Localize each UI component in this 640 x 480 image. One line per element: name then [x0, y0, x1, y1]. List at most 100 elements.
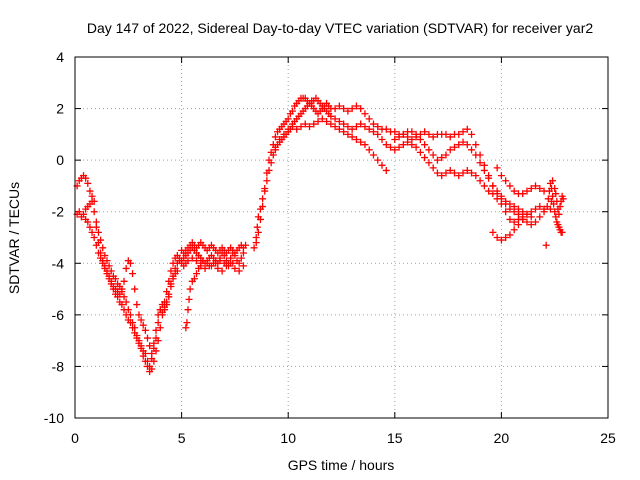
data-point [84, 218, 92, 226]
data-point [146, 362, 154, 370]
data-point [331, 105, 339, 113]
data-point [468, 169, 476, 177]
data-point [425, 130, 433, 138]
data-points [73, 94, 567, 376]
data-point [527, 208, 535, 216]
data-point [480, 166, 488, 174]
data-point [133, 334, 141, 342]
data-point [201, 264, 209, 272]
data-point [442, 151, 450, 159]
data-point [193, 257, 201, 265]
data-point [506, 215, 514, 223]
data-point [335, 102, 343, 110]
data-point [75, 208, 83, 216]
data-point [288, 123, 296, 131]
data-point [391, 136, 399, 144]
data-point [143, 357, 151, 365]
data-point [235, 259, 243, 267]
data-point [259, 195, 267, 203]
data-point [442, 130, 450, 138]
data-point [265, 166, 273, 174]
data-point [476, 159, 484, 167]
data-point [252, 239, 260, 247]
grid-lines [75, 57, 608, 418]
data-point [429, 151, 437, 159]
data-point [271, 143, 279, 151]
data-point [126, 319, 134, 327]
data-point [120, 277, 128, 285]
data-point [129, 324, 137, 332]
data-point [497, 172, 505, 180]
data-point [253, 223, 261, 231]
data-point [90, 208, 98, 216]
data-point [344, 123, 352, 131]
data-point [99, 259, 107, 267]
data-point [558, 228, 566, 236]
data-point [193, 270, 201, 278]
data-point [382, 141, 390, 149]
data-point [152, 326, 160, 334]
data-point [514, 221, 522, 229]
data-point [141, 350, 149, 358]
data-point [438, 172, 446, 180]
data-point [502, 234, 510, 241]
data-point [442, 169, 450, 177]
data-point [412, 143, 420, 151]
data-point [327, 112, 335, 120]
data-point [199, 257, 207, 265]
data-point [344, 107, 352, 115]
data-point [120, 293, 128, 301]
data-point [463, 141, 471, 149]
data-point [284, 125, 292, 133]
data-point [310, 120, 318, 128]
data-point [271, 133, 279, 141]
data-point [408, 136, 416, 144]
data-point [92, 223, 100, 231]
data-point [459, 128, 467, 136]
data-point [455, 130, 463, 138]
data-point [235, 267, 243, 275]
data-point [112, 275, 120, 283]
data-point [331, 115, 339, 123]
data-point [340, 128, 348, 136]
data-point [165, 290, 173, 298]
data-point [137, 316, 145, 324]
data-point [502, 177, 510, 185]
series-track-k [493, 164, 548, 198]
data-point [506, 231, 514, 239]
data-point [450, 169, 458, 177]
data-point [480, 182, 488, 190]
y-tick-label: 2 [56, 101, 64, 117]
y-axis-label: SDTVAR / TECUs [6, 182, 22, 294]
data-point [446, 166, 454, 174]
series-track-j [489, 203, 548, 244]
data-point [378, 136, 386, 144]
data-point [425, 146, 433, 154]
data-point [250, 244, 258, 252]
data-point [519, 190, 527, 198]
data-point [183, 319, 191, 327]
data-point [391, 146, 399, 154]
data-point [94, 249, 102, 257]
data-point [331, 123, 339, 131]
data-point [365, 146, 373, 154]
data-point [94, 228, 102, 236]
data-point [489, 190, 497, 198]
data-point [184, 257, 192, 265]
data-point [335, 117, 343, 125]
data-point [156, 324, 164, 332]
data-point [256, 215, 264, 223]
data-point [369, 128, 377, 136]
data-point [214, 264, 222, 272]
data-point [161, 306, 169, 314]
data-point [99, 244, 107, 252]
data-point [152, 334, 160, 342]
data-point [86, 223, 94, 231]
series-track-l [542, 177, 567, 249]
data-point [455, 172, 463, 180]
data-point [429, 133, 437, 141]
data-point [107, 280, 115, 288]
data-point [114, 293, 122, 301]
x-tick-label: 20 [494, 430, 510, 446]
data-point [395, 133, 403, 141]
